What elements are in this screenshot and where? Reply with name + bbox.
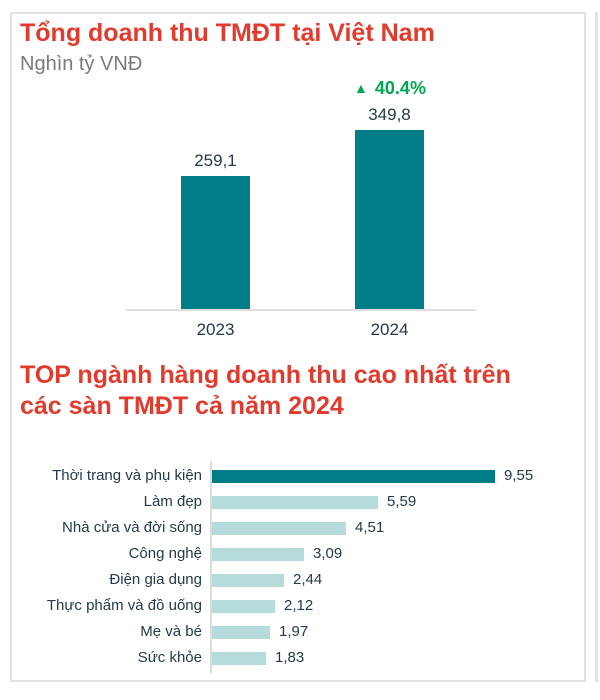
bar-value-label: 3,09 [313,545,343,562]
horizontal-bar [212,548,304,561]
column-value-label: 259,1 [194,151,237,170]
growth-badge: ▲ 40.4% [320,77,460,99]
column-value-label: 349,8 [368,105,411,124]
chart1-unit-label: Nghìn tỷ VNĐ [20,53,143,75]
horizontal-bar [212,600,275,613]
horizontal-bar [212,652,266,665]
bar-row: Thực phẩm và đồ uống 2,12 [12,593,584,619]
bar-row: Mẹ và bé 1,97 [12,619,584,645]
chart2-title: TOP ngành hàng doanh thu cao nhất trên c… [20,361,511,420]
x-axis-tick-label: 2024 [370,320,409,339]
bar-value-label: 1,97 [279,623,309,640]
bar-row: Thời trang và phụ kiện 9,55 [12,463,584,489]
bar-value-label: 1,83 [275,649,305,666]
x-axis-tick-label: 2023 [196,320,235,339]
category-label: Nhà cửa và đời sống [62,519,202,536]
bar-row: Sức khỏe 1,83 [12,645,584,671]
bar-value-label: 4,51 [355,519,385,536]
horizontal-bar [212,574,284,587]
column-chart: 259,1 2023 349,8 2024 [12,14,584,680]
bar-row: Nhà cửa và đời sống 4,51 [12,515,584,541]
bar-row: Làm đẹp 5,59 [12,489,584,515]
bar-value-label: 9,55 [504,467,534,484]
bar-value-label: 5,59 [387,493,417,510]
horizontal-bar [212,522,346,535]
horizontal-bar-chart: Thời trang và phụ kiện 9,55 Làm đẹp 5,59 Nhà… [12,14,584,680]
category-label: Làm đẹp [143,493,202,510]
horizontal-bar [212,496,378,509]
chart1-title: Tổng doanh thu TMĐT tại Việt Nam [20,19,435,47]
bar-value-label: 2,12 [284,597,314,614]
category-label: Thời trang và phụ kiện [52,467,202,484]
chart2-y-axis-line [210,461,212,673]
up-triangle-icon: ▲ [354,80,368,96]
category-label: Sức khỏe [137,649,202,666]
adjacent-card-edge [595,12,598,682]
horizontal-bar [212,470,495,483]
bar-row: Công nghệ 3,09 [12,541,584,567]
bar-value-label: 2,44 [293,571,323,588]
chart1-x-axis-line [126,309,476,311]
category-label: Thực phẩm và đồ uống [46,597,202,614]
column-bar-2023 [181,176,250,309]
bar-row: Điện gia dụng 2,44 [12,567,584,593]
growth-value: 40.4% [374,78,426,98]
category-label: Mẹ và bé [140,623,202,640]
horizontal-bar [212,626,270,639]
category-label: Điện gia dụng [109,571,202,588]
ecommerce-report-card: Tổng doanh thu TMĐT tại Việt Nam Nghìn t… [10,12,586,682]
category-label: Công nghệ [128,545,202,562]
column-bar-2024 [355,130,424,309]
